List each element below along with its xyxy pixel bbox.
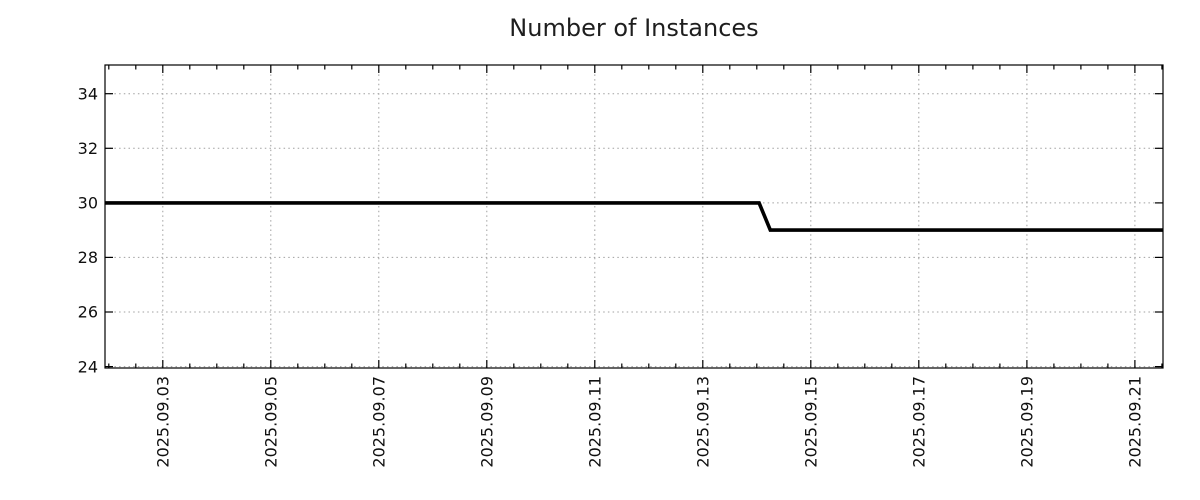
chart-title: Number of Instances: [509, 14, 758, 42]
y-tick-label: 26: [78, 303, 98, 322]
y-tick-label: 32: [78, 139, 98, 158]
x-tick-label: 2025.09.11: [586, 376, 605, 468]
y-tick-label: 30: [78, 194, 98, 213]
series-line-instances: [105, 201, 1163, 232]
x-tick-label: 2025.09.09: [478, 376, 497, 468]
x-tick-label: 2025.09.21: [1126, 376, 1145, 468]
x-tick-label: 2025.09.03: [154, 376, 173, 468]
series: [105, 201, 1163, 232]
x-tick-label: 2025.09.05: [262, 376, 281, 468]
axis-ticks: [105, 65, 1163, 368]
x-tick-label: 2025.09.19: [1018, 376, 1037, 468]
y-tick-label: 24: [78, 357, 98, 376]
axis-tick-labels: 24 26 28 30 32 34 2025.09.03 2025.09.05 2025.09.…: [78, 84, 1145, 467]
x-tick-label: 2025.09.17: [910, 376, 929, 468]
x-tick-label: 2025.09.15: [802, 376, 821, 468]
plot-border-rect: [104, 64, 1164, 369]
y-tick-label: 34: [78, 84, 98, 103]
plot-border: [104, 64, 1164, 369]
x-tick-label: 2025.09.07: [370, 376, 389, 468]
y-tick-label: 28: [78, 248, 98, 267]
gridlines: [105, 65, 1163, 368]
x-tick-label: 2025.09.13: [694, 376, 713, 468]
